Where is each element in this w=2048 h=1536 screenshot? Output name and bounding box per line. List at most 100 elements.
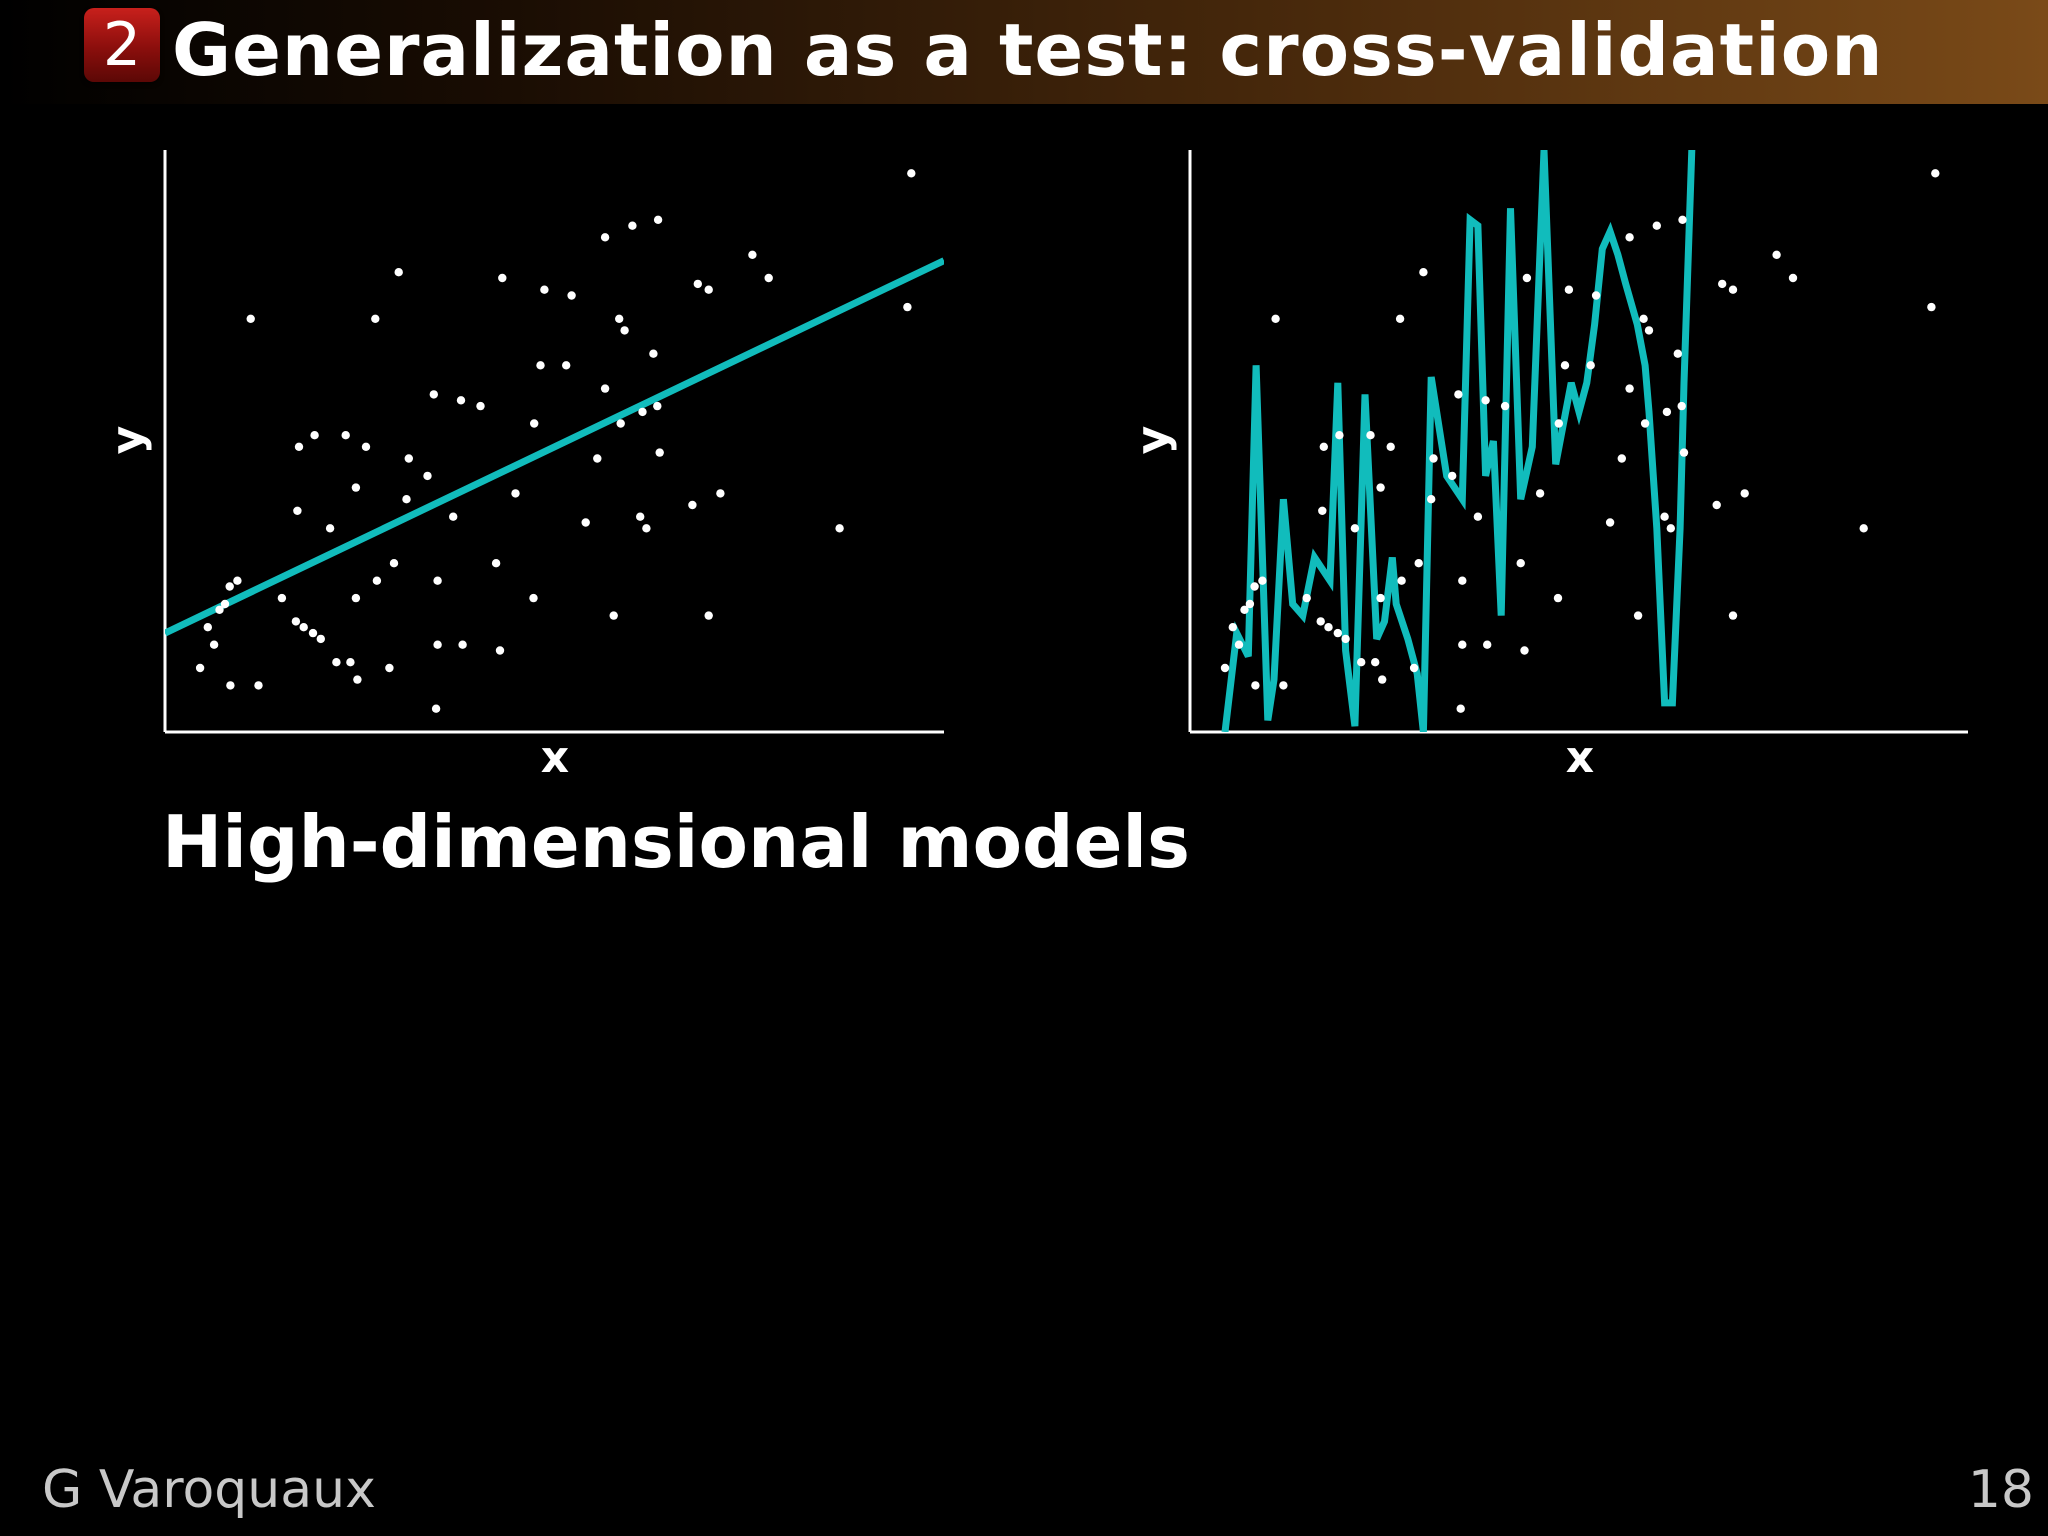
- data-point: [1318, 506, 1327, 515]
- data-point: [351, 483, 361, 492]
- data-point: [404, 454, 413, 463]
- data-point: [1279, 681, 1288, 690]
- data-point: [1419, 268, 1428, 277]
- data-point: [308, 628, 318, 638]
- data-point: [1560, 361, 1570, 370]
- data-point: [449, 512, 458, 521]
- data-point: [511, 489, 520, 498]
- data-point: [581, 518, 590, 527]
- data-point: [351, 593, 361, 603]
- page-number: 18: [1967, 1460, 2034, 1520]
- data-point: [1728, 611, 1738, 620]
- data-point: [1586, 361, 1595, 370]
- data-point: [609, 611, 618, 620]
- data-point: [341, 431, 350, 440]
- data-point: [567, 291, 576, 300]
- data-point: [215, 605, 224, 614]
- data-point: [1395, 314, 1405, 323]
- data-point: [1448, 471, 1457, 481]
- data-point: [1271, 314, 1280, 323]
- data-point: [195, 663, 205, 673]
- data-point: [530, 419, 539, 428]
- data-point: [1718, 279, 1727, 289]
- data-point: [1429, 454, 1438, 463]
- data-point: [1376, 593, 1385, 603]
- data-point: [394, 268, 403, 277]
- data-point: [716, 489, 725, 498]
- data-point: [1640, 419, 1650, 428]
- marks-group: [1220, 150, 1940, 732]
- data-point: [704, 285, 713, 294]
- data-point: [495, 646, 505, 655]
- data-point: [600, 384, 610, 393]
- data-point: [1931, 169, 1940, 178]
- data-point: [1341, 634, 1350, 644]
- data-point: [1458, 576, 1467, 585]
- data-point: [1386, 442, 1395, 451]
- data-point: [476, 401, 485, 411]
- data-point: [225, 582, 234, 591]
- data-point: [293, 506, 302, 515]
- data-point: [1673, 349, 1683, 358]
- data-point: [220, 599, 230, 609]
- data-point: [628, 221, 637, 230]
- data-point: [233, 576, 242, 585]
- data-point: [316, 634, 325, 644]
- data-point: [688, 500, 697, 510]
- data-point: [835, 524, 844, 533]
- data-point: [1772, 250, 1781, 259]
- data-point: [655, 448, 664, 457]
- data-point: [402, 495, 411, 504]
- data-point: [1712, 500, 1721, 510]
- data-point: [1500, 401, 1510, 411]
- data-point: [371, 314, 380, 323]
- data-point: [653, 215, 663, 224]
- data-point: [1245, 599, 1255, 609]
- data-point: [246, 314, 255, 323]
- data-point: [1927, 302, 1936, 312]
- data-point: [704, 611, 713, 620]
- data-point: [638, 407, 647, 417]
- data-point: [1319, 442, 1329, 451]
- fit-line: [165, 257, 944, 637]
- data-point: [226, 681, 235, 690]
- data-point: [636, 512, 645, 521]
- y-axis-label: y: [102, 426, 153, 455]
- data-point: [536, 361, 545, 370]
- data-point: [1625, 233, 1634, 242]
- data-point: [1409, 663, 1419, 673]
- data-point: [1859, 524, 1868, 533]
- chart-linear-fit: x y: [102, 150, 944, 783]
- data-point: [1666, 524, 1676, 533]
- data-point: [1679, 448, 1689, 457]
- data-point: [385, 663, 394, 673]
- data-point: [431, 704, 441, 713]
- subheading: High-dimensional models: [162, 800, 1190, 884]
- data-point: [1662, 407, 1672, 417]
- data-point: [1591, 291, 1601, 300]
- chart-overfit: x y: [1127, 150, 1968, 783]
- data-point: [1228, 623, 1238, 632]
- data-point: [1456, 704, 1465, 713]
- data-point: [748, 250, 757, 259]
- data-point: [764, 273, 773, 283]
- data-point: [1554, 419, 1564, 428]
- data-point: [1633, 611, 1643, 620]
- data-point: [353, 675, 362, 684]
- data-point: [433, 576, 442, 585]
- data-point: [254, 681, 263, 690]
- data-point: [1302, 593, 1311, 603]
- data-point: [361, 442, 371, 451]
- data-point: [277, 593, 287, 603]
- data-point: [903, 302, 912, 312]
- section-number-badge: 2: [84, 8, 160, 82]
- data-point: [649, 349, 658, 358]
- data-point: [620, 326, 629, 335]
- data-point: [540, 285, 549, 294]
- data-point: [1250, 582, 1259, 591]
- data-point: [209, 640, 219, 649]
- data-point: [653, 401, 662, 411]
- data-point: [1220, 663, 1230, 673]
- fit-line: [1221, 150, 1696, 732]
- data-point: [433, 640, 442, 649]
